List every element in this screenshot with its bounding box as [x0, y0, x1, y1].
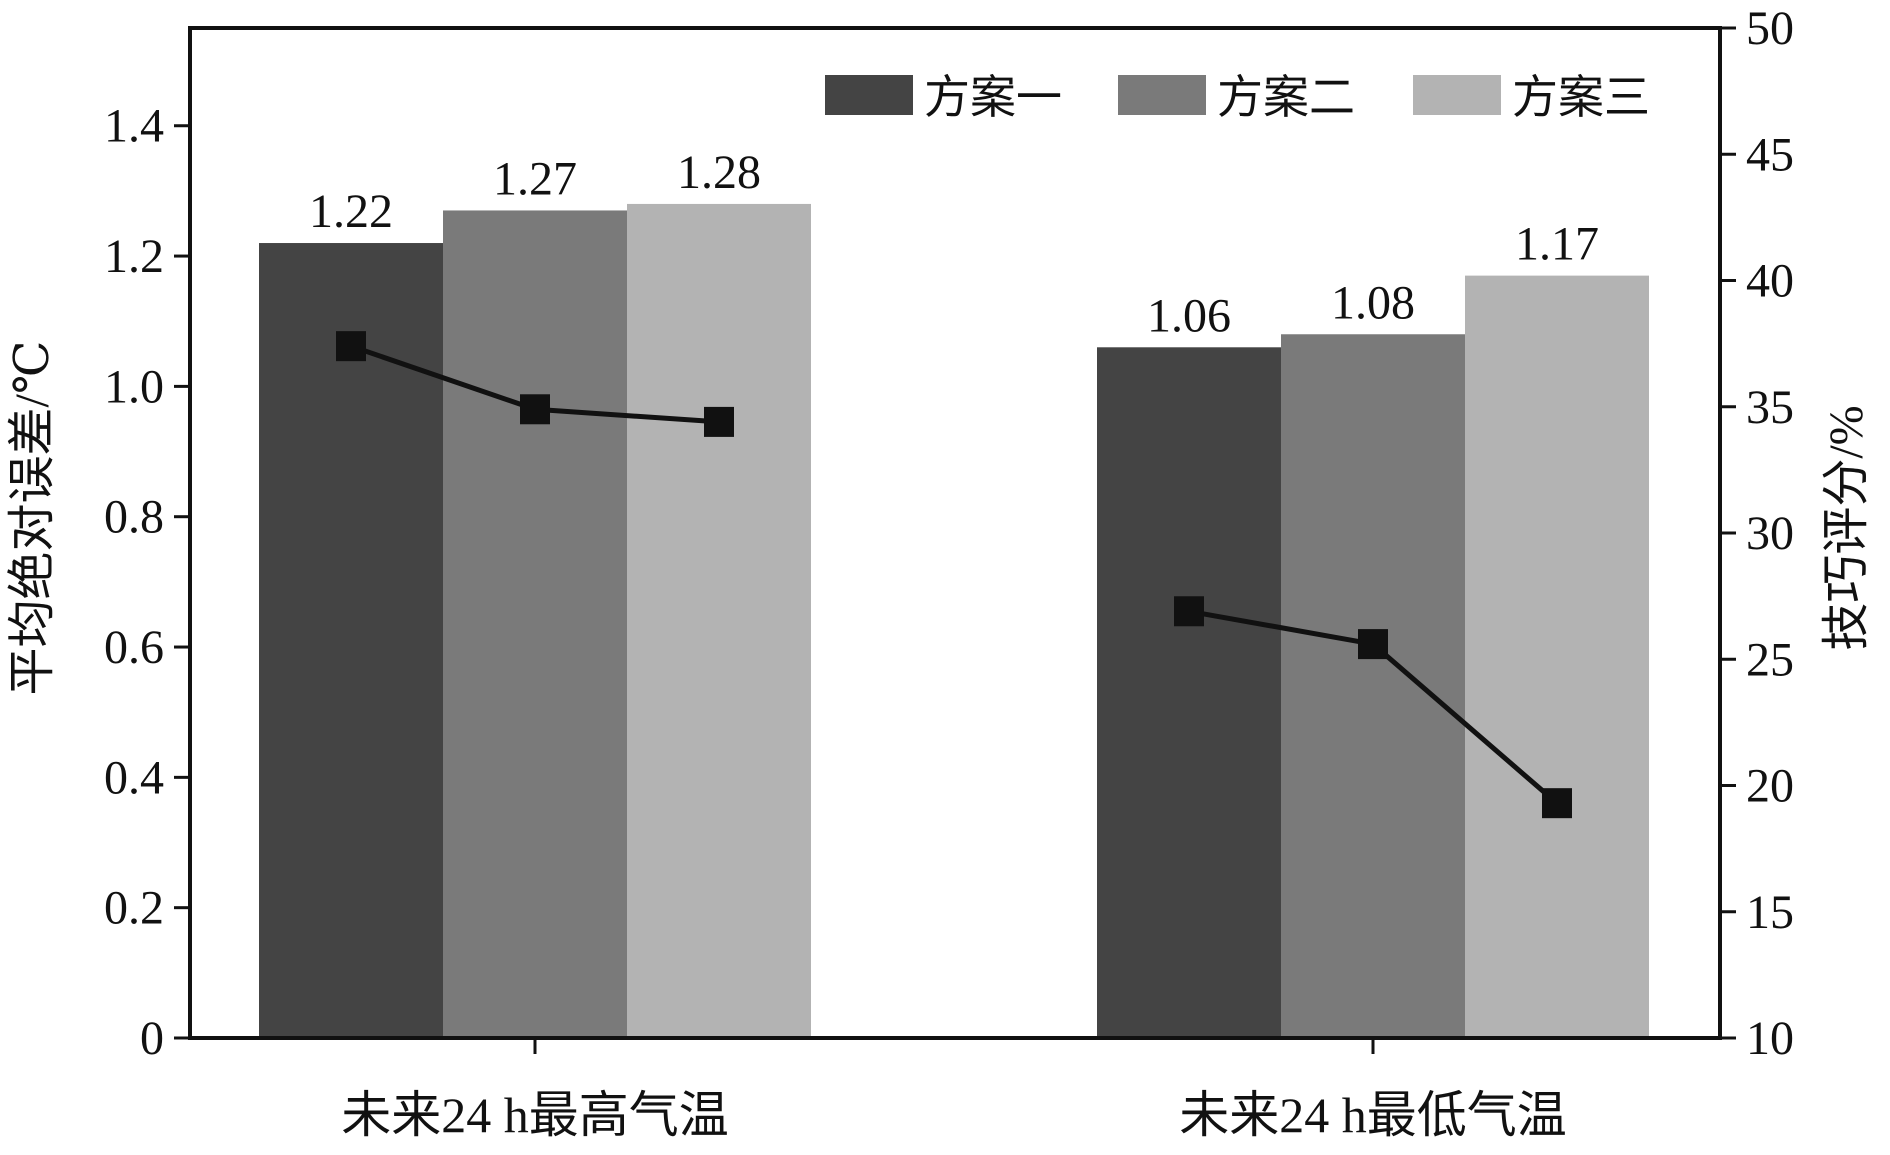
legend-swatch-3 [1413, 75, 1501, 115]
y-tick-label-8: 1.4 [104, 100, 164, 153]
axes-layer [174, 26, 1736, 1054]
y-tick-label-6: 1.0 [104, 360, 164, 413]
y2-tick-label-6: 35 [1746, 381, 1794, 434]
bar-1-3 [627, 203, 811, 1038]
legend-label-2: 方案二 [1217, 72, 1355, 123]
bars-layer [259, 203, 1649, 1039]
y-tick-label-1: 0 [140, 1012, 164, 1065]
bar-1-2 [443, 210, 627, 1039]
y-axis-title: 平均绝对误差/℃ [6, 340, 59, 695]
legend-swatch-1 [825, 75, 913, 115]
bar-2-1 [1097, 347, 1281, 1039]
y-tick-label-2: 0.2 [104, 882, 164, 935]
legend-label-1: 方案一 [924, 72, 1062, 123]
bar-2-3 [1465, 275, 1649, 1038]
legend-label-3: 方案三 [1512, 72, 1650, 123]
data-label-2-1: 1.06 [1147, 289, 1231, 342]
y2-tick-label-3: 20 [1746, 760, 1794, 813]
skill-score-marker-2-2 [1358, 629, 1388, 660]
x-category-label-2: 未来24 h最低气温 [1179, 1087, 1567, 1143]
skill-score-marker-2-3 [1542, 788, 1572, 819]
skill-score-marker-1-2 [520, 394, 550, 425]
y-tick-label-3: 0.4 [104, 751, 164, 804]
bar-1-1 [259, 243, 443, 1039]
skill-score-marker-2-1 [1174, 596, 1204, 627]
data-label-1-2: 1.27 [493, 152, 577, 205]
bar-2-2 [1281, 334, 1465, 1038]
data-label-2-2: 1.08 [1331, 276, 1415, 329]
y2-tick-label-9: 50 [1746, 2, 1794, 55]
skill-score-marker-1-3 [704, 406, 734, 437]
y-tick-label-4: 0.6 [104, 621, 164, 674]
y2-tick-label-1: 10 [1746, 1012, 1794, 1065]
y-tick-label-5: 0.8 [104, 491, 164, 544]
y2-tick-label-4: 25 [1746, 633, 1794, 686]
y2-tick-label-7: 40 [1746, 255, 1794, 308]
data-label-1-1: 1.22 [309, 185, 393, 238]
legend-swatch-2 [1118, 75, 1206, 115]
legend: 方案一 方案二 方案三 [825, 72, 1650, 123]
x-category-label-1: 未来24 h最高气温 [341, 1087, 729, 1143]
line-layer [336, 331, 1572, 819]
y2-tick-label-2: 15 [1746, 886, 1794, 939]
y2-tick-label-5: 30 [1746, 507, 1794, 560]
data-label-1-3: 1.28 [677, 146, 761, 199]
data-label-2-3: 1.17 [1515, 218, 1599, 271]
y2-tick-label-8: 45 [1746, 128, 1794, 181]
y-tick-label-7: 1.2 [104, 230, 164, 283]
labels-layer: 1.22 1.27 1.28 未来24 h最高气温 1.06 1.08 1.17 未来24 h… [104, 2, 1794, 1143]
skill-score-marker-1-1 [336, 331, 366, 362]
y2-axis-title: 技巧评分/% [1820, 405, 1873, 650]
